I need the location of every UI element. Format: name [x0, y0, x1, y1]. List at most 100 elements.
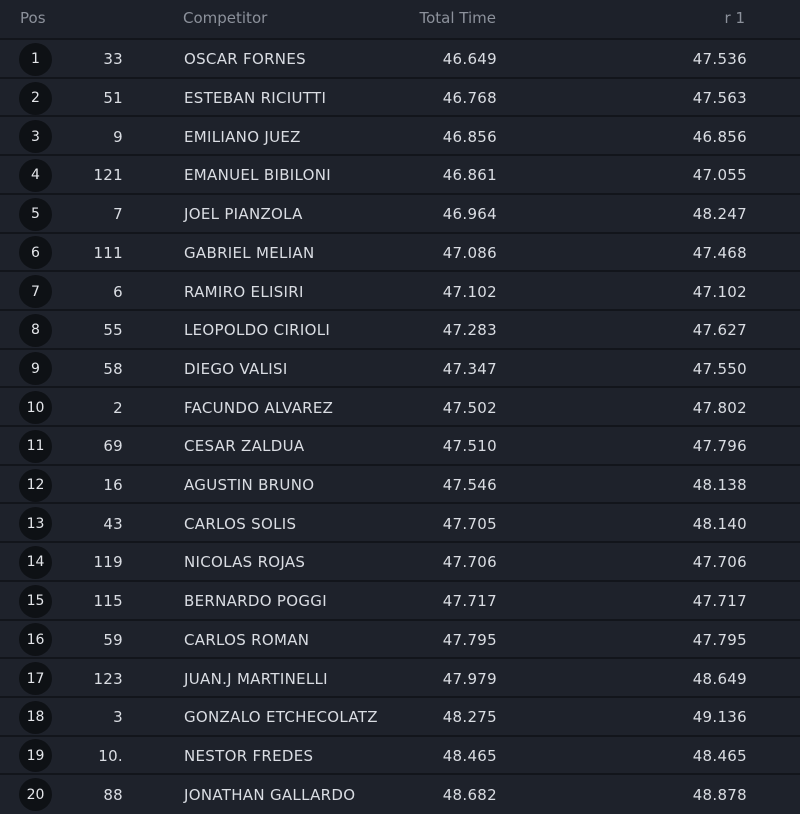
r1-time: 47.468 — [692, 243, 747, 262]
r1-time: 47.055 — [692, 166, 747, 185]
position-badge: 6 — [19, 236, 52, 270]
competitor-number: 7 — [113, 205, 123, 224]
competitor-name: EMILIANO JUEZ — [184, 127, 301, 146]
position-badge: 12 — [19, 468, 52, 502]
position-badge: 5 — [19, 197, 52, 231]
result-row: 4 121 EMANUEL BIBILONI 46.861 47.055 — [0, 154, 800, 195]
competitor-number: 58 — [103, 359, 123, 378]
r1-time: 47.802 — [692, 398, 747, 417]
position-badge: 17 — [19, 662, 52, 696]
competitor-name: EMANUEL BIBILONI — [184, 166, 331, 185]
r1-time: 48.247 — [692, 205, 747, 224]
result-row: 12 16 AGUSTIN BRUNO 47.546 48.138 — [0, 463, 800, 505]
competitor-number: 121 — [93, 166, 123, 185]
result-row: 1 33 OSCAR FORNES 46.649 47.536 — [0, 38, 800, 79]
competitor-number: 9 — [113, 127, 123, 146]
competitor-name: GONZALO ETCHECOLATZ — [184, 708, 378, 727]
position-badge: 19 — [19, 739, 52, 773]
total-time: 47.706 — [442, 553, 497, 572]
r1-time: 48.878 — [692, 785, 747, 804]
total-time: 47.510 — [442, 437, 497, 456]
competitor-number: 2 — [113, 398, 123, 417]
competitor-name: ESTEBAN RICIUTTI — [184, 89, 327, 108]
r1-time: 46.856 — [692, 127, 747, 146]
competitor-name: OSCAR FORNES — [184, 50, 306, 69]
competitor-number: 59 — [103, 630, 123, 649]
r1-time: 47.536 — [692, 50, 747, 69]
result-row: 5 7 JOEL PIANZOLA 46.964 48.247 — [0, 192, 800, 234]
r1-time: 47.796 — [692, 437, 747, 456]
competitor-number: 111 — [93, 243, 123, 262]
total-time: 47.086 — [442, 243, 497, 262]
result-row: 6 111 GABRIEL MELIAN 47.086 47.468 — [0, 231, 800, 273]
total-time: 46.768 — [442, 89, 497, 108]
r1-time: 48.649 — [692, 669, 747, 688]
competitor-name: GABRIEL MELIAN — [184, 243, 315, 262]
total-time: 47.102 — [442, 282, 497, 301]
result-row: 19 10. NESTOR FREDES 48.465 48.465 — [0, 734, 800, 776]
competitor-number: 33 — [103, 50, 123, 69]
r1-time: 48.465 — [692, 746, 747, 765]
r1-time: 47.550 — [692, 359, 747, 378]
competitor-number: 88 — [103, 785, 123, 804]
result-row: 13 43 CARLOS SOLIS 47.705 48.140 — [0, 502, 800, 544]
competitor-name: LEOPOLDO CIRIOLI — [184, 321, 331, 340]
competitor-name: CARLOS ROMAN — [184, 630, 310, 649]
position-badge: 16 — [19, 623, 52, 657]
total-time: 47.979 — [442, 669, 497, 688]
header-competitor: Competitor — [183, 9, 268, 27]
result-row: 20 88 JONATHAN GALLARDO 48.682 48.878 — [0, 773, 800, 814]
competitor-name: JOEL PIANZOLA — [184, 205, 303, 224]
r1-time: 49.136 — [692, 708, 747, 727]
result-row: 3 9 EMILIANO JUEZ 46.856 46.856 — [0, 115, 800, 157]
competitor-number: 3 — [113, 708, 123, 727]
position-badge: 2 — [19, 81, 52, 115]
position-badge: 1 — [19, 42, 52, 76]
competitor-name: BERNARDO POGGI — [184, 592, 327, 611]
position-badge: 10 — [19, 391, 52, 425]
header-r1: r 1 — [724, 9, 745, 27]
competitor-number: 69 — [103, 437, 123, 456]
result-row: 17 123 JUAN.J MARTINELLI 47.979 48.649 — [0, 657, 800, 698]
competitor-number: 10. — [98, 746, 123, 765]
total-time: 47.795 — [442, 630, 497, 649]
total-time: 47.717 — [442, 592, 497, 611]
position-badge: 3 — [19, 120, 52, 154]
competitor-number: 55 — [103, 321, 123, 340]
position-badge: 8 — [19, 313, 52, 347]
total-time: 47.502 — [442, 398, 497, 417]
result-row: 15 115 BERNARDO POGGI 47.717 47.717 — [0, 579, 800, 621]
result-row: 10 2 FACUNDO ALVAREZ 47.502 47.802 — [0, 386, 800, 427]
total-time: 48.275 — [442, 708, 497, 727]
position-badge: 7 — [19, 275, 52, 309]
competitor-number: 6 — [113, 282, 123, 301]
position-badge: 14 — [19, 545, 52, 579]
competitor-name: FACUNDO ALVAREZ — [184, 398, 334, 417]
position-badge: 9 — [19, 352, 52, 386]
header-pos: Pos — [20, 9, 46, 27]
competitor-name: JUAN.J MARTINELLI — [184, 669, 328, 688]
result-row: 9 58 DIEGO VALISI 47.347 47.550 — [0, 347, 800, 389]
competitor-name: RAMIRO ELISIRI — [184, 282, 304, 301]
total-time: 46.861 — [442, 166, 497, 185]
competitor-name: CARLOS SOLIS — [184, 514, 297, 533]
total-time: 47.347 — [442, 359, 497, 378]
result-row: 2 51 ESTEBAN RICIUTTI 46.768 47.563 — [0, 76, 800, 118]
competitor-number: 51 — [103, 89, 123, 108]
position-badge: 15 — [19, 584, 52, 618]
r1-time: 48.140 — [692, 514, 747, 533]
competitor-number: 43 — [103, 514, 123, 533]
total-time: 47.705 — [442, 514, 497, 533]
header-total-time: Total Time — [419, 9, 496, 27]
total-time: 47.283 — [442, 321, 497, 340]
total-time: 48.465 — [442, 746, 497, 765]
competitor-name: JONATHAN GALLARDO — [184, 785, 356, 804]
competitor-number: 123 — [93, 669, 123, 688]
position-badge: 4 — [19, 158, 52, 192]
total-time: 46.964 — [442, 205, 497, 224]
r1-time: 47.706 — [692, 553, 747, 572]
total-time: 48.682 — [442, 785, 497, 804]
competitor-number: 16 — [103, 476, 123, 495]
position-badge: 13 — [19, 507, 52, 541]
